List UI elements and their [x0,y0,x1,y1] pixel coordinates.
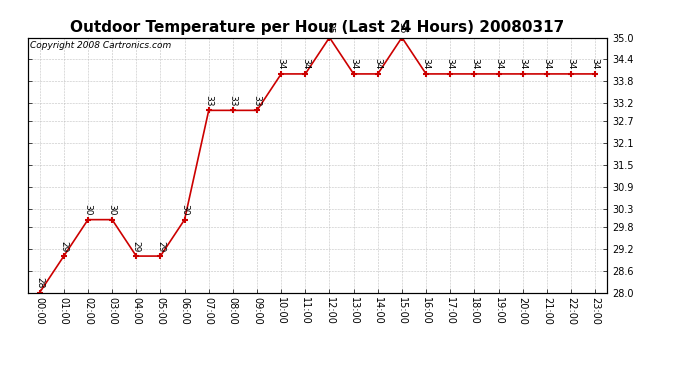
Text: 29: 29 [156,240,165,252]
Text: 34: 34 [566,58,575,70]
Text: 34: 34 [373,58,382,70]
Text: 30: 30 [180,204,189,216]
Text: 30: 30 [108,204,117,216]
Text: 33: 33 [253,95,262,106]
Text: 33: 33 [204,95,213,106]
Text: 34: 34 [591,58,600,70]
Title: Outdoor Temperature per Hour (Last 24 Hours) 20080317: Outdoor Temperature per Hour (Last 24 Ho… [70,20,564,35]
Text: 34: 34 [446,58,455,70]
Text: 34: 34 [422,58,431,70]
Text: 34: 34 [470,58,479,70]
Text: 30: 30 [83,204,92,216]
Text: 34: 34 [518,58,527,70]
Text: 34: 34 [542,58,551,70]
Text: 28: 28 [35,277,44,288]
Text: 34: 34 [494,58,503,70]
Text: 29: 29 [59,240,68,252]
Text: 33: 33 [228,95,237,106]
Text: 34: 34 [349,58,358,70]
Text: 35: 35 [397,22,406,33]
Text: 34: 34 [277,58,286,70]
Text: Copyright 2008 Cartronics.com: Copyright 2008 Cartronics.com [30,41,172,50]
Text: 29: 29 [132,240,141,252]
Text: 34: 34 [301,58,310,70]
Text: 35: 35 [325,22,334,33]
